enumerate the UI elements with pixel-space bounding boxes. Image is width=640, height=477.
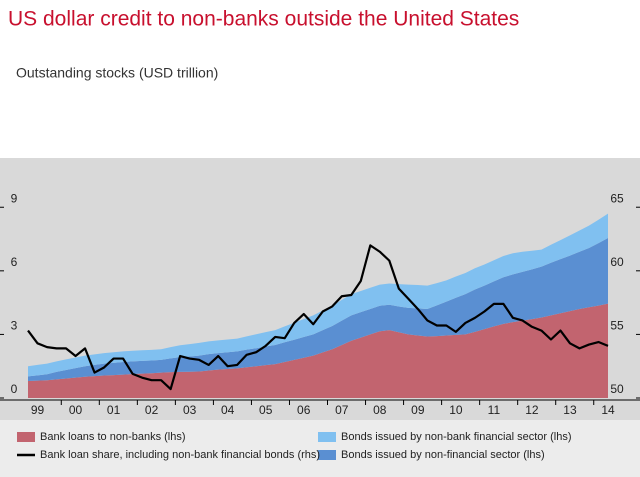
x-tick-label: 03 (183, 403, 197, 417)
y2-tick-label: 65 (610, 191, 624, 205)
x-tick-label: 14 (601, 403, 615, 417)
x-tick-label: 10 (449, 403, 463, 417)
x-tick-label: 00 (69, 403, 83, 417)
y-tick-label: 3 (11, 319, 18, 333)
y-tick-label: 6 (11, 255, 18, 269)
area (28, 237, 608, 382)
area (28, 213, 608, 377)
x-tick-label: 07 (335, 403, 349, 417)
x-tick-label: 13 (563, 403, 577, 417)
x-tick-label: 01 (107, 403, 121, 417)
x-tick-label: 02 (145, 403, 159, 417)
x-tick-label: 11 (488, 403, 501, 417)
y-tick-label: 0 (11, 382, 18, 396)
legend-label: Bonds issued by non-bank financial secto… (341, 431, 572, 443)
y2-tick-label: 60 (610, 255, 624, 269)
chart-title: US dollar credit to non-banks outside th… (8, 8, 519, 31)
x-tick-label: 08 (373, 403, 387, 417)
legend-label: Bank loan share, including non-bank fina… (40, 449, 320, 461)
line (27, 244, 609, 391)
x-tick-label: 12 (525, 403, 539, 417)
x-tick-label: 99 (31, 403, 45, 417)
area (28, 303, 608, 398)
legend-label: Bonds issued by non-financial sector (lh… (341, 449, 545, 461)
chart-subtitle: Outstanding stocks (USD trillion) (16, 65, 218, 81)
legend-swatch (17, 432, 35, 442)
y2-tick-label: 55 (610, 319, 624, 333)
legend-background (0, 420, 640, 477)
x-tick-label: 09 (411, 403, 425, 417)
legend-swatch (318, 450, 336, 460)
x-tick-label: 04 (221, 403, 235, 417)
y2-tick-label: 50 (610, 382, 624, 396)
legend-label: Bank loans to non-banks (lhs) (40, 431, 186, 443)
legend-swatch (318, 432, 336, 442)
y-tick-label: 9 (11, 191, 18, 205)
x-tick-label: 05 (259, 403, 273, 417)
x-tick-label: 06 (297, 403, 311, 417)
